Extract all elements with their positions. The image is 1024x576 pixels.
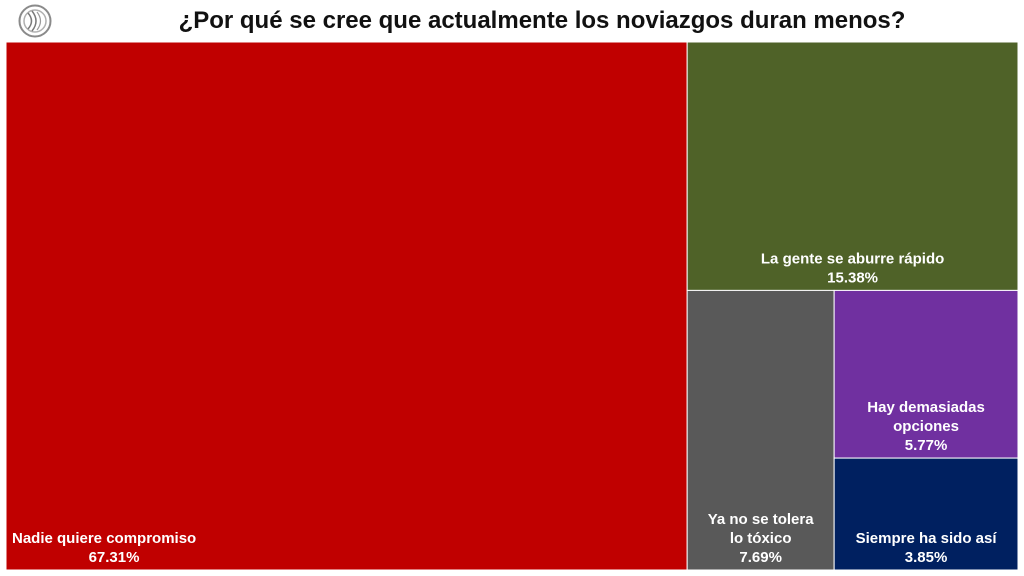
treemap-tile: Ya no se tolera lo tóxico 7.69%: [686, 289, 835, 571]
treemap-tile-label: opciones: [893, 418, 959, 435]
treemap-tile-rect: [5, 41, 688, 571]
treemap-tile-label: Siempre ha sido así: [856, 530, 998, 547]
treemap-tile-rect: [833, 289, 1019, 459]
treemap-tile-label: lo tóxico: [730, 530, 792, 547]
treemap-tile-label: Hay demasiadas: [867, 399, 985, 416]
treemap-tile-value: 7.69%: [739, 549, 782, 566]
treemap-tile-value: 5.77%: [905, 437, 948, 454]
treemap-tile-label: Ya no se tolera: [708, 511, 815, 528]
treemap-tile: Hay demasiadas opciones 5.77%: [833, 289, 1019, 459]
treemap-tile-rect: [686, 289, 835, 571]
treemap-svg: Nadie quiere compromiso 67.31% La gente se…: [5, 41, 1019, 571]
treemap-tile-value: 67.31%: [89, 549, 140, 566]
treemap-tile-rect: [833, 457, 1019, 571]
treemap-tile-rect: [686, 41, 1019, 291]
treemap-tile-label: Nadie quiere compromiso: [12, 530, 196, 547]
treemap-tile-label: La gente se aburre rápido: [761, 250, 944, 267]
treemap-tile-value: 15.38%: [827, 269, 878, 286]
chart-title: ¿Por qué se cree que actualmente los nov…: [178, 7, 906, 34]
treemap-tile: Nadie quiere compromiso 67.31%: [5, 41, 688, 571]
logo-icon: [18, 4, 52, 38]
treemap-tile: La gente se aburre rápido 15.38%: [686, 41, 1019, 291]
treemap-chart: Nadie quiere compromiso 67.31% La gente se…: [5, 41, 1019, 571]
treemap-tile-value: 3.85%: [905, 549, 948, 566]
treemap-tile: Siempre ha sido así 3.85%: [833, 457, 1019, 571]
